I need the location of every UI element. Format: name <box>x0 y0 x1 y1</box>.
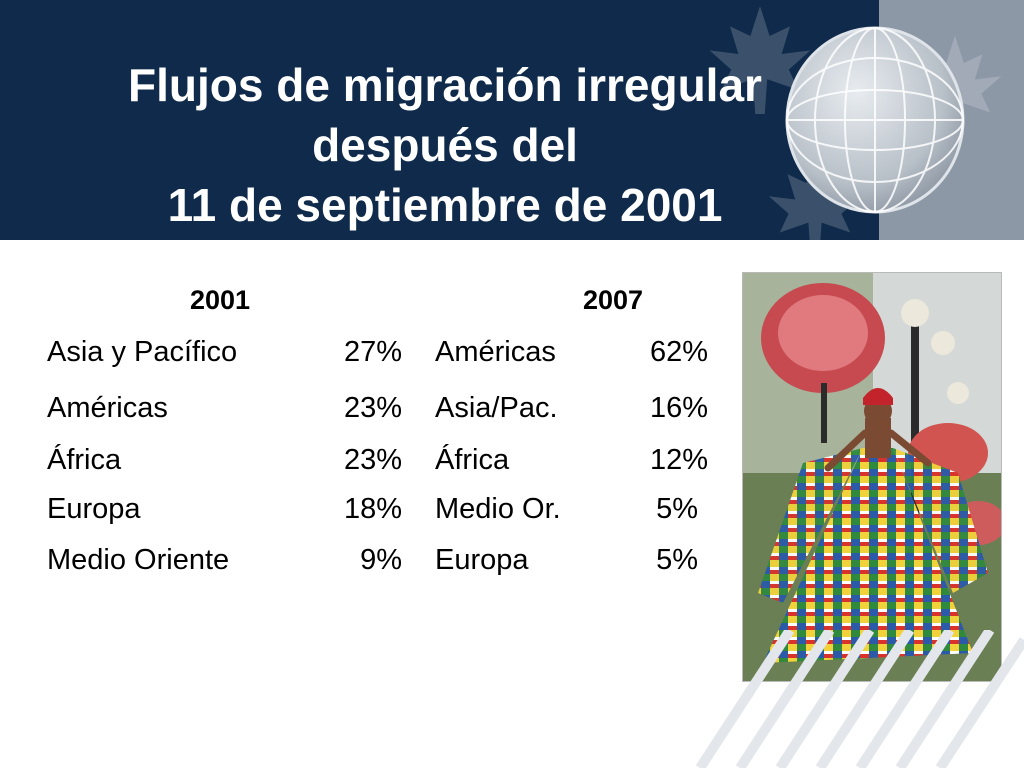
row-2007-region: Asia/Pac. <box>435 392 558 424</box>
row-2001-region: Américas <box>47 392 168 424</box>
row-2001-pct: 27% <box>343 336 402 368</box>
title-line-3: 11 de septiembre de 2001 <box>167 179 723 231</box>
title-line-2: después del <box>312 119 578 171</box>
row-2007-pct: 12% <box>649 444 708 476</box>
row-2001-pct: 23% <box>343 444 402 476</box>
row-2001-pct: 9% <box>360 544 402 576</box>
slide-title: Flujos de migración irregular después de… <box>60 55 830 235</box>
row-2007-region: Américas <box>435 336 556 368</box>
row-2007-pct: 62% <box>649 336 708 368</box>
decorative-stripes <box>695 630 1024 768</box>
flag-dress-photo <box>742 272 1002 682</box>
row-2007-pct: 5% <box>656 493 698 525</box>
row-2007-pct: 16% <box>649 392 708 424</box>
column-header-2007: 2007 <box>583 285 644 315</box>
title-line-1: Flujos de migración irregular <box>128 59 762 111</box>
row-2007-region: Europa <box>435 544 529 576</box>
maple-leaf-icon <box>709 6 811 114</box>
column-header-2001: 2001 <box>190 285 251 315</box>
photo-illustration <box>743 273 1001 681</box>
row-2007-region: Medio Or. <box>435 493 561 525</box>
slide-header: Flujos de migración irregular después de… <box>0 0 1024 240</box>
row-2001-region: Medio Oriente <box>47 544 230 576</box>
row-2001-region: África <box>47 444 122 476</box>
row-2007-region: África <box>435 444 510 476</box>
row-2001-region: Europa <box>47 493 141 525</box>
row-2001-pct: 18% <box>343 493 402 525</box>
row-2007-pct: 5% <box>656 544 698 576</box>
row-2001-pct: 23% <box>343 392 402 424</box>
row-2001-region: Asia y Pacífico <box>47 336 238 368</box>
globe-icon <box>785 26 965 214</box>
